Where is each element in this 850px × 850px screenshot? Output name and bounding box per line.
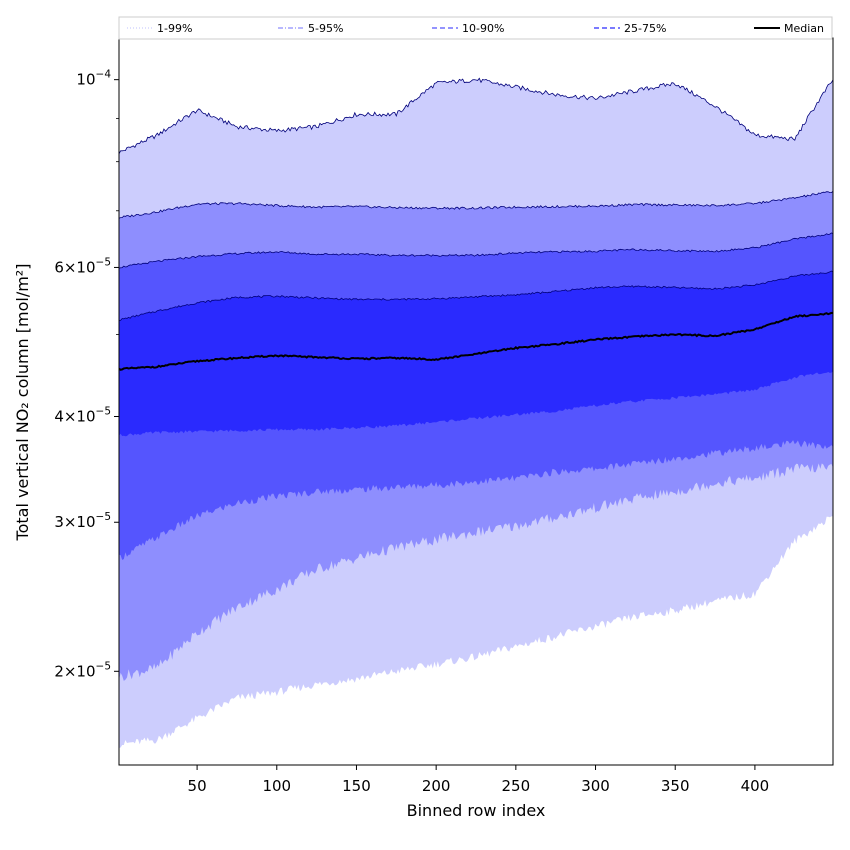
y-axis-label: Total vertical NO₂ column [mol/m²]	[13, 264, 32, 542]
x-tick-label: 400	[741, 777, 770, 795]
bands-layer	[119, 78, 833, 749]
legend-label: 5-95%	[308, 22, 343, 35]
x-tick-label: 250	[502, 777, 531, 795]
x-tick-label: 350	[661, 777, 690, 795]
upper-line-5-95	[118, 190, 834, 219]
x-axis-label: Binned row index	[407, 801, 546, 820]
upper-line-10-90	[118, 232, 834, 269]
upper-line-25-75	[118, 270, 834, 322]
y-tick-label: 2×10−5	[54, 660, 111, 680]
x-axis: 50 100 150 200 250 300 350 400	[188, 765, 770, 795]
y-tick-label: 4×10−5	[54, 405, 111, 425]
y-tick-label: 6×10−5	[54, 256, 111, 276]
y-tick-label: 10−4	[76, 69, 111, 89]
median-line	[118, 311, 834, 371]
x-tick-label: 200	[422, 777, 451, 795]
x-tick-label: 100	[262, 777, 291, 795]
legend-label: 1-99%	[157, 22, 192, 35]
x-tick-label: 300	[581, 777, 610, 795]
upper-line-1-99	[118, 77, 834, 155]
lines-layer	[118, 77, 834, 371]
legend-frame	[118, 16, 833, 40]
legend-label: Median	[784, 22, 824, 35]
y-tick-label: 3×10−5	[54, 511, 111, 531]
legend-label: 10-90%	[462, 22, 504, 35]
x-tick-label: 150	[342, 777, 371, 795]
y-axis: 2×10−5 3×10−5 4×10−5 6×10−5 10−4	[54, 69, 119, 680]
legend-label: 25-75%	[624, 22, 666, 35]
x-tick-label: 50	[188, 777, 207, 795]
legend: 1-99% 5-95% 10-90% 25-75% Median	[118, 16, 833, 40]
